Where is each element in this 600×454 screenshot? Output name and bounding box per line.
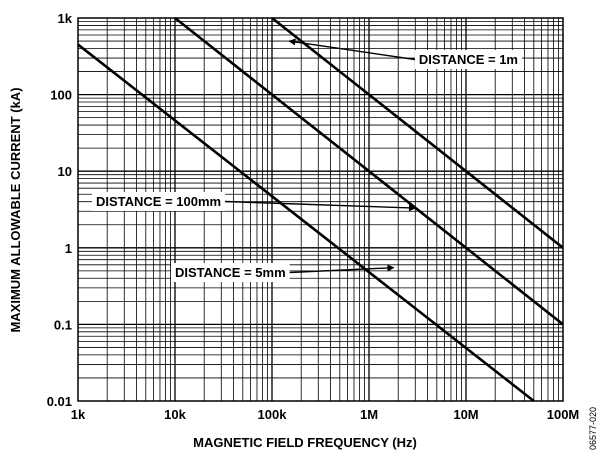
x-tick-label: 100M bbox=[547, 407, 580, 422]
figure-id: 06577-020 bbox=[588, 407, 598, 450]
annotation-bg bbox=[92, 192, 226, 211]
annotation-3: DISTANCE = 5mm bbox=[171, 263, 395, 282]
x-tick-label: 1M bbox=[360, 407, 378, 422]
x-tick-label: 10M bbox=[453, 407, 478, 422]
y-tick-label: 0.1 bbox=[54, 317, 72, 332]
plot-frame bbox=[77, 17, 564, 402]
annotations: DISTANCE = 1m DISTANCE = 100mm DISTANCE = … bbox=[92, 38, 522, 282]
y-tick-label: 0.01 bbox=[47, 394, 72, 409]
annotation-arrow bbox=[288, 38, 416, 61]
x-tick-label: 10k bbox=[164, 407, 186, 422]
annotation-label: DISTANCE = 1m bbox=[419, 52, 518, 67]
series-layer bbox=[77, 16, 564, 403]
x-axis-title: MAGNETIC FIELD FREQUENCY (Hz) bbox=[193, 435, 417, 450]
annotation-label: DISTANCE = 100mm bbox=[96, 194, 221, 209]
series-line-2 bbox=[174, 16, 564, 326]
annotation-bg bbox=[171, 263, 290, 282]
y-tick-label: 10 bbox=[58, 164, 72, 179]
annotation-arrow bbox=[225, 200, 416, 212]
annotation-label: DISTANCE = 5mm bbox=[175, 265, 286, 280]
y-tick-label: 100 bbox=[50, 88, 72, 103]
tick-labels: 1k 10k 100k 1M 10M 100M 0.01 0.1 1 10 100 1k bbox=[47, 11, 580, 422]
annotation-1: DISTANCE = 1m bbox=[288, 38, 522, 69]
y-tick-label: 1k bbox=[58, 11, 73, 26]
annotation-bg bbox=[414, 50, 522, 69]
series-line-1 bbox=[271, 16, 564, 249]
x-tick-label: 1k bbox=[71, 407, 86, 422]
y-tick-label: 1 bbox=[65, 241, 72, 256]
series-line-3 bbox=[77, 43, 535, 403]
annotation-arrow bbox=[289, 264, 395, 274]
grid bbox=[78, 18, 563, 401]
y-axis-title: MAXIMUM ALLOWABLE CURRENT (kA) bbox=[8, 87, 23, 332]
x-tick-label: 100k bbox=[258, 407, 288, 422]
annotation-2: DISTANCE = 100mm bbox=[92, 192, 416, 212]
